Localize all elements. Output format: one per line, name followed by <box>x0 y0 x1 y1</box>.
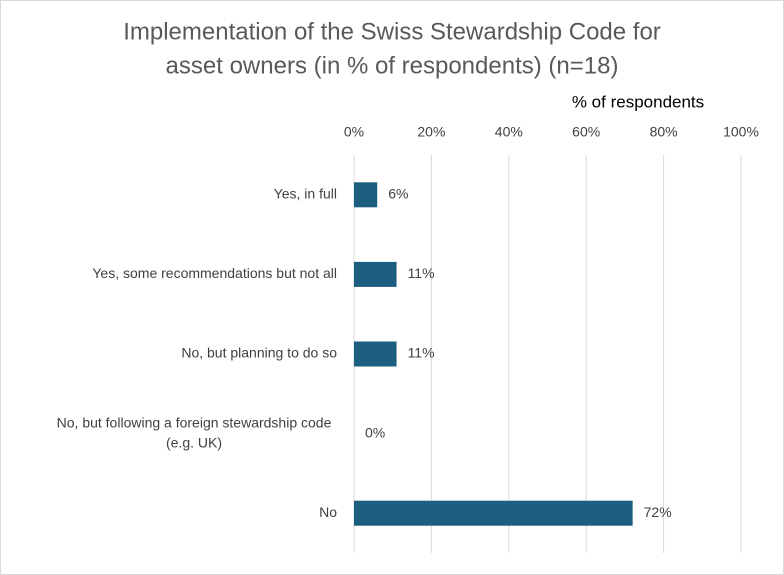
x-tick-label: 20% <box>417 124 445 140</box>
y-tick-label: No <box>319 504 337 520</box>
value-label: 11% <box>408 265 435 281</box>
y-tick-label: No, but following a foreign stewardship … <box>57 414 332 450</box>
chart-title: Implementation of the Swiss Stewardship … <box>123 18 661 45</box>
value-label: 11% <box>408 345 435 361</box>
bar <box>354 182 378 208</box>
x-tick-label: 40% <box>495 124 523 140</box>
x-tick-label: 80% <box>650 124 678 140</box>
y-tick-label: Yes, in full <box>274 186 337 202</box>
bar <box>354 261 397 287</box>
value-label: 72% <box>644 504 672 520</box>
y-tick-label: Yes, some recommendations but not all <box>92 265 337 281</box>
axis-title: % of respondents <box>572 92 704 111</box>
y-tick-label: No, but planning to do so <box>181 345 337 361</box>
chart-title: asset owners (in % of respondents) (n=18… <box>166 52 619 79</box>
value-label: 0% <box>365 424 385 440</box>
value-label: 6% <box>388 186 408 202</box>
x-tick-label: 60% <box>572 124 600 140</box>
bar <box>354 500 633 526</box>
x-tick-label: 100% <box>723 124 759 140</box>
bar <box>354 341 397 367</box>
x-tick-label: 0% <box>344 124 364 140</box>
